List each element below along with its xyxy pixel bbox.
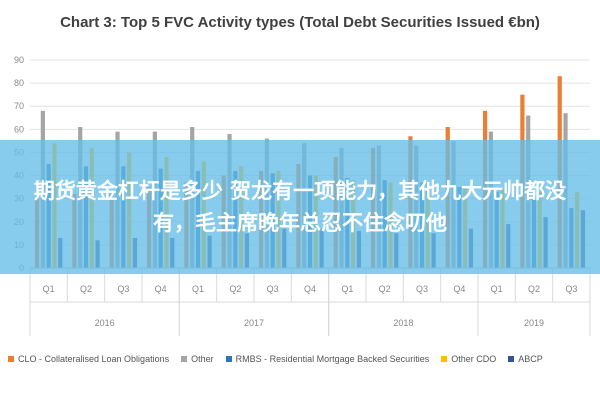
x-tick-label: Q2 xyxy=(379,284,391,294)
x-tick-label: Q3 xyxy=(267,284,279,294)
legend-label: CLO - Collateralised Loan Obligations xyxy=(18,354,170,364)
legend-label: ABCP xyxy=(518,354,543,364)
legend-item-abcp: ABCP xyxy=(508,354,543,364)
legend-item-clo: CLO - Collateralised Loan Obligations xyxy=(8,354,169,364)
x-tick-label: Q3 xyxy=(416,284,428,294)
chart-title: Chart 3: Top 5 FVC Activity types (Total… xyxy=(60,14,540,31)
x-tick-label: Q4 xyxy=(304,284,316,294)
x-group-label: 2016 xyxy=(95,318,115,328)
overlay-banner[interactable]: 期货黄金杠杆是多少 贺龙有一项能力，其他九大元帅都没有，毛主席晚年总忍不住念叨他 xyxy=(0,140,600,274)
legend-label: RMBS - Residential Mortgage Backed Secur… xyxy=(235,354,430,364)
x-tick-label: Q1 xyxy=(341,284,353,294)
x-tick-label: Q4 xyxy=(453,284,465,294)
x-tick-label: Q1 xyxy=(491,284,503,294)
legend-item-other-cdo: Other CDO xyxy=(441,354,496,364)
y-tick-label: 70 xyxy=(14,101,24,111)
x-tick-label: Q3 xyxy=(117,284,129,294)
legend-swatch xyxy=(181,356,188,362)
legend-swatch xyxy=(508,356,515,362)
x-tick-label: Q2 xyxy=(528,284,540,294)
x-tick-label: Q1 xyxy=(43,284,55,294)
legend-label: Other xyxy=(191,354,214,364)
x-tick-label: Q1 xyxy=(192,284,204,294)
legend-swatch xyxy=(441,356,448,362)
x-tick-label: Q2 xyxy=(80,284,92,294)
x-tick-label: Q2 xyxy=(229,284,241,294)
x-group-label: 2019 xyxy=(524,318,544,328)
legend-swatch xyxy=(225,356,232,362)
legend-label: Other CDO xyxy=(451,354,497,364)
x-axis: Q1 Q2 Q3 Q4 Q1 Q2 Q3 Q4 Q1 Q2 Q3 Q4 Q1 Q2 Q3 2016 2017 20… xyxy=(29,267,591,336)
legend-item-other: Other xyxy=(181,354,214,364)
chart-legend: CLO - Collateralised Loan Obligations Oth… xyxy=(8,350,598,368)
x-tick-label: Q3 xyxy=(565,284,577,294)
x-group-label: 2017 xyxy=(244,318,264,328)
overlay-banner-text: 期货黄金杠杆是多少 贺龙有一项能力，其他九大元帅都没有，毛主席晚年总忍不住念叨他 xyxy=(33,179,567,235)
y-tick-label: 90 xyxy=(14,55,24,65)
y-tick-label: 80 xyxy=(14,78,24,88)
legend-item-rmbs: RMBS - Residential Mortgage Backed Secur… xyxy=(225,354,430,364)
legend-swatch xyxy=(8,356,14,362)
x-group-label: 2018 xyxy=(393,318,413,328)
y-tick-label: 60 xyxy=(14,124,24,134)
x-tick-label: Q4 xyxy=(155,284,167,294)
